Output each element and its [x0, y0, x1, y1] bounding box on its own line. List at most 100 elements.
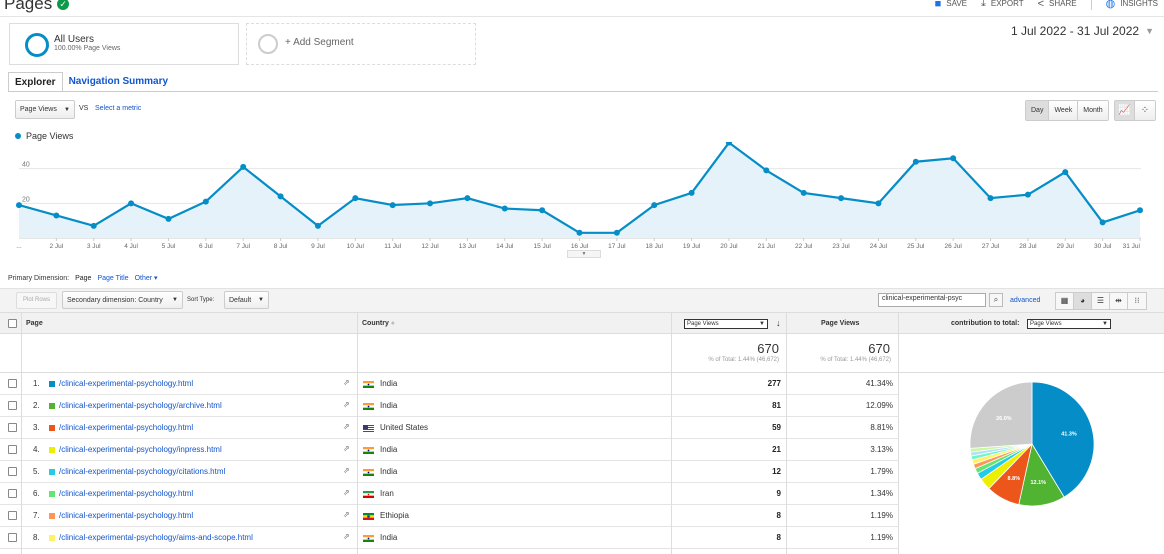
plot-rows-button[interactable]: Plot Rows	[16, 292, 57, 309]
open-external-icon[interactable]: ⇗	[343, 466, 350, 475]
month-button[interactable]: Month	[1078, 101, 1108, 120]
page-views-value: 59	[772, 423, 781, 432]
x-tick-label: 21 Jul	[758, 243, 776, 250]
row-number: 1.	[33, 379, 40, 388]
page-link[interactable]: /clinical-experimental-psychology/aims-a…	[59, 533, 253, 542]
page-link[interactable]: /clinical-experimental-psychology/inpres…	[59, 445, 222, 454]
sort-type-select[interactable]: Default ▼	[224, 291, 269, 309]
open-external-icon[interactable]: ⇗	[343, 400, 350, 409]
table-search-input[interactable]: clinical-experimental-psyc	[878, 293, 986, 307]
page-link[interactable]: /clinical-experimental-psychology.html	[59, 379, 194, 388]
percentage-view-icon[interactable]: ◕	[1074, 293, 1092, 309]
row-number: 2.	[33, 401, 40, 410]
export-button[interactable]: ⤓ EXPORT	[981, 0, 1024, 10]
open-external-icon[interactable]: ⇗	[343, 510, 350, 519]
week-button[interactable]: Week	[1049, 101, 1079, 120]
col-header-country[interactable]: Country ●	[362, 320, 395, 327]
table-view-buttons: ▦ ◕ ☰ ⇹ ⁝⁝	[1055, 292, 1147, 310]
motion-chart-icon[interactable]: ⁘	[1135, 101, 1155, 120]
metric-select[interactable]: Page Views ▼	[15, 100, 75, 119]
table-row: 5. /clinical-experimental-psychology/cita…	[0, 461, 898, 483]
add-segment-button[interactable]: + Add Segment	[246, 23, 476, 65]
x-tick-label: 7 Jul	[236, 243, 250, 250]
tab-navigation-summary[interactable]: Navigation Summary	[68, 76, 169, 87]
page-link[interactable]: /clinical-experimental-psychology.html	[59, 489, 194, 498]
percent-value: 3.13%	[870, 445, 893, 454]
data-view-icon[interactable]: ▦	[1056, 293, 1074, 309]
series-color-swatch	[49, 535, 55, 541]
data-point	[464, 195, 471, 202]
country-name: United States	[380, 423, 429, 432]
row-checkbox[interactable]	[8, 379, 17, 388]
chart-collapse-handle[interactable]: ▼	[567, 250, 601, 258]
row-checkbox[interactable]	[8, 511, 17, 520]
dimension-page-title[interactable]: Page Title	[97, 274, 129, 282]
table-row: 1. /clinical-experimental-psychology.html…	[0, 373, 898, 395]
granularity-buttons: Day Week Month	[1025, 100, 1109, 121]
term-cloud-view-icon[interactable]: ⁝⁝	[1128, 293, 1146, 309]
total-value: 670	[757, 341, 779, 356]
share-button[interactable]: < SHARE	[1038, 0, 1077, 10]
select-all-checkbox[interactable]	[8, 319, 17, 328]
page-link[interactable]: /clinical-experimental-psychology.html	[59, 423, 194, 432]
segment-name: All Users	[54, 34, 95, 45]
dropdown-arrow-icon: ▼	[1102, 321, 1108, 327]
search-icon[interactable]: ⌕	[989, 293, 1003, 307]
x-tick-label: 23 Jul	[832, 243, 850, 250]
row-checkbox[interactable]	[8, 445, 17, 454]
data-point	[838, 195, 845, 202]
open-external-icon[interactable]: ⇗	[343, 444, 350, 453]
advanced-filter-link[interactable]: advanced	[1010, 297, 1041, 304]
x-tick-label: 15 Jul	[533, 243, 551, 250]
row-number: 8.	[33, 533, 40, 542]
x-tick-label: 17 Jul	[608, 243, 626, 250]
date-range-picker[interactable]: 1 Jul 2022 - 31 Jul 2022 ▼	[1011, 24, 1154, 38]
percent-value: 1.19%	[870, 533, 893, 542]
open-external-icon[interactable]: ⇗	[343, 532, 350, 541]
totals-row: 670 % of Total: 1.44% (46,672) 670 % of …	[0, 334, 1164, 373]
x-tick-label: 30 Jul	[1094, 243, 1112, 250]
page-link[interactable]: /clinical-experimental-psychology/archiv…	[59, 401, 222, 410]
segment-all-users[interactable]: All Users 100.00% Page Views	[9, 23, 239, 65]
x-tick-label: 24 Jul	[870, 243, 888, 250]
performance-view-icon[interactable]: ☰	[1092, 293, 1110, 309]
dimension-other[interactable]: Other ▾	[134, 275, 158, 282]
save-button[interactable]: ■ SAVE	[935, 0, 967, 10]
comparison-view-icon[interactable]: ⇹	[1110, 293, 1128, 309]
data-point	[165, 215, 172, 222]
page-views-value: 12	[772, 467, 781, 476]
country-name: India	[380, 445, 398, 454]
row-checkbox[interactable]	[8, 467, 17, 476]
insights-button[interactable]: ◍ INSIGHTS	[1106, 0, 1158, 10]
col-header-page-views[interactable]: Page Views	[821, 320, 860, 327]
contribution-metric-select[interactable]: Page Views ▼	[1027, 319, 1111, 329]
page-views-value: 9	[776, 489, 781, 498]
sort-type-value: Default	[229, 296, 252, 304]
col-header-page[interactable]: Page	[26, 320, 43, 327]
sort-desc-icon[interactable]: ↓	[776, 318, 781, 328]
row-checkbox[interactable]	[8, 401, 17, 410]
page-link[interactable]: /clinical-experimental-psychology/citati…	[59, 467, 226, 476]
col-divider	[21, 312, 22, 554]
page-link[interactable]: /clinical-experimental-psychology.html	[59, 511, 194, 520]
dropdown-arrow-icon: ▼	[172, 297, 178, 303]
row-checkbox[interactable]	[8, 489, 17, 498]
open-external-icon[interactable]: ⇗	[343, 488, 350, 497]
open-external-icon[interactable]: ⇗	[343, 422, 350, 431]
tab-explorer[interactable]: Explorer	[8, 72, 63, 92]
day-button[interactable]: Day	[1026, 101, 1050, 120]
select-metric-link[interactable]: Select a metric	[95, 105, 142, 112]
country-name: India	[380, 379, 398, 388]
data-point	[352, 195, 359, 202]
series-color-swatch	[49, 381, 55, 387]
open-external-icon[interactable]: ⇗	[343, 378, 350, 387]
row-checkbox[interactable]	[8, 533, 17, 542]
secondary-dimension-select[interactable]: Secondary dimension: Country ▼	[62, 291, 183, 309]
col-metric-select[interactable]: Page Views ▼	[684, 319, 768, 329]
line-chart-icon[interactable]: 📈	[1115, 101, 1135, 120]
data-point	[1024, 191, 1031, 198]
page-views-value: 277	[767, 379, 781, 388]
row-checkbox[interactable]	[8, 423, 17, 432]
data-point	[16, 202, 22, 209]
page-views-value: 81	[772, 401, 781, 410]
